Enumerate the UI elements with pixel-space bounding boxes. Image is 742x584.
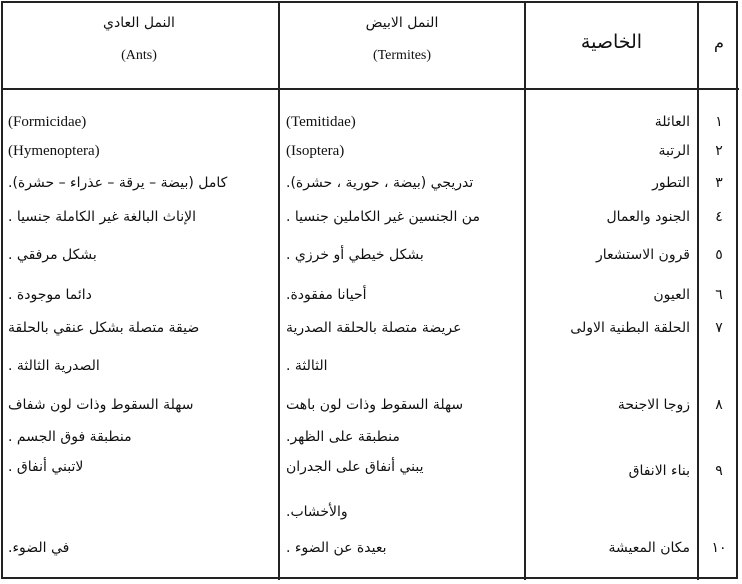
property-cell: بناء الانفاق xyxy=(628,463,690,479)
ants-cell: الإناث البالغة غير الكاملة جنسيا . xyxy=(8,209,197,225)
row-number: ٢ xyxy=(715,143,723,159)
termites-cell: والأخشاب. xyxy=(286,504,348,520)
row-number: ١٠ xyxy=(711,540,727,556)
termites-cell: بشكل خيطي أو خرزي . xyxy=(286,247,424,263)
termites-cell: سهلة السقوط وذات لون باهت xyxy=(286,397,464,413)
header-num: م xyxy=(714,33,724,52)
ants-cell: في الضوء. xyxy=(8,540,70,556)
property-cell: العائلة xyxy=(654,114,690,130)
row-number: ٩ xyxy=(715,463,723,479)
column-divider xyxy=(278,1,280,580)
termites-cell: (Isoptera) xyxy=(286,143,345,159)
header-termites: النمل الابيض xyxy=(365,15,439,31)
row-number: ٨ xyxy=(715,397,723,413)
termites-cell: تدريجي (بيضة ، حورية ، حشرة). xyxy=(286,175,474,191)
ants-cell: (Formicidae) xyxy=(8,114,87,130)
property-cell: الرتبة xyxy=(658,143,690,159)
row-number: ٥ xyxy=(715,247,723,263)
ants-cell: (Hymenoptera) xyxy=(8,143,100,159)
termites-cell: منطبقة على الظهر. xyxy=(286,429,400,445)
termites-cell: عريضة متصلة بالحلقة الصدرية xyxy=(286,320,462,336)
termites-cell: (Temitidae) xyxy=(286,114,356,130)
ants-cell: كامل (بيضة – يرقة – عذراء – حشرة). xyxy=(8,175,228,191)
property-cell: مكان المعيشة xyxy=(608,540,690,556)
header-divider xyxy=(1,88,739,90)
header-ants: النمل العادي xyxy=(103,15,175,31)
header-property: الخاصية xyxy=(580,31,643,53)
ants-cell: ضيقة متصلة بشكل عنقي بالحلقة xyxy=(8,320,200,336)
header-ants-en: (Ants) xyxy=(121,48,157,63)
ants-cell: سهلة السقوط وذات لون شفاف xyxy=(8,397,194,413)
property-cell: التطور xyxy=(652,175,690,191)
column-divider xyxy=(524,1,526,580)
property-cell: الجنود والعمال xyxy=(606,209,690,225)
termites-cell: يبني أنفاق على الجدران xyxy=(286,459,424,475)
ants-cell: منطبقة فوق الجسم . xyxy=(8,429,132,445)
header-termites-en: (Termites) xyxy=(372,48,432,63)
property-cell: زوجا الاجنحة xyxy=(617,397,690,413)
column-divider xyxy=(697,1,699,580)
termites-cell: بعيدة عن الضوء . xyxy=(286,540,387,556)
termites-cell: الثالثة . xyxy=(286,358,328,374)
ants-cell: الصدرية الثالثة . xyxy=(8,358,100,374)
row-number: ٣ xyxy=(715,175,723,191)
termites-cell: من الجنسين غير الكاملين جنسيا . xyxy=(286,209,480,225)
property-cell: العيون xyxy=(653,287,690,303)
property-cell: الحلقة البطنية الاولى xyxy=(570,320,690,336)
ants-cell: بشكل مرفقي . xyxy=(8,247,97,263)
row-number: ٧ xyxy=(715,320,723,336)
termites-cell: أحيانا مفقودة. xyxy=(286,287,367,303)
row-number: ٦ xyxy=(715,287,723,303)
row-number: ١ xyxy=(715,114,723,130)
ants-cell: لاتبني أنفاق . xyxy=(8,459,84,475)
ants-cell: دائما موجودة . xyxy=(8,287,92,303)
row-number: ٤ xyxy=(715,209,723,225)
property-cell: قرون الاستشعار xyxy=(595,247,690,263)
